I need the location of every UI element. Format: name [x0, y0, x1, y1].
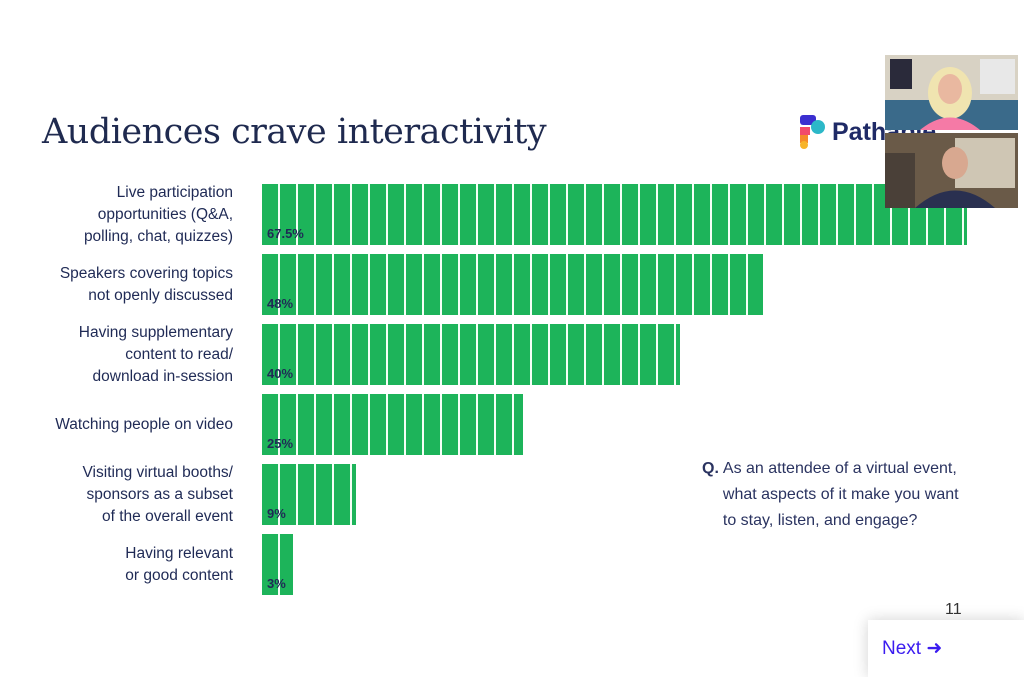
- category-label-line: Having supplementary: [78, 323, 233, 341]
- category-label-line: download in-session: [92, 367, 233, 385]
- bar-value-label: 67.5%: [267, 226, 304, 241]
- category-label: Watching people on video: [3, 394, 233, 455]
- bar-value-label: 40%: [267, 366, 294, 381]
- arrow-right-icon: ➜: [926, 638, 943, 659]
- question-prefix: Q.: [702, 460, 719, 477]
- bar: 9%: [262, 464, 356, 525]
- category-label-line: opportunities (Q&A,: [97, 205, 233, 223]
- participant-video-icon: [885, 55, 1018, 130]
- category-label: Live participation opportunities (Q&A, pol…: [3, 184, 233, 245]
- logo-mark-icon: [800, 115, 825, 149]
- category-label-line: Speakers covering topics: [59, 264, 233, 282]
- category-label-line: not openly discussed: [88, 286, 233, 304]
- bar: 67.5%: [262, 184, 967, 245]
- next-button[interactable]: Next ➜: [882, 637, 942, 660]
- category-label-line: content to read/: [125, 345, 233, 363]
- page-number: 11: [945, 601, 962, 618]
- category-label-line: Visiting virtual booths/: [82, 463, 234, 481]
- next-panel: Next ➜: [868, 620, 1024, 677]
- category-label-line: Having relevant: [125, 544, 233, 562]
- video-tile-participant-1[interactable]: [885, 55, 1018, 130]
- bar: 48%: [262, 254, 764, 315]
- bar-value-label: 3%: [267, 576, 286, 591]
- question-line: what aspects of it make you want: [722, 486, 959, 503]
- category-label-line: Live participation: [116, 183, 233, 201]
- category-label-line: Watching people on video: [55, 415, 233, 433]
- next-label: Next: [882, 638, 922, 659]
- category-label-line: of the overall event: [102, 507, 233, 525]
- bar: 3%: [262, 534, 294, 595]
- bar-value-label: 25%: [267, 436, 294, 451]
- category-label: Visiting virtual booths/sponsors as a su…: [3, 463, 234, 525]
- participant-video-icon: [885, 133, 1018, 208]
- category-label: Speakers covering topics not openly discu…: [3, 254, 233, 315]
- category-label-line: sponsors as a subset: [86, 485, 233, 503]
- category-label: Having relevant or good content: [3, 534, 233, 595]
- category-label-line: polling, chat, quizzes): [83, 227, 233, 245]
- bar: 40%: [262, 324, 680, 385]
- bar-value-label: 9%: [267, 506, 286, 521]
- question-line: As an attendee of a virtual event,: [722, 460, 957, 477]
- bar-value-label: 48%: [267, 296, 294, 311]
- question-line: to stay, listen, and engage?: [722, 512, 918, 529]
- category-label: Having supplementary content to read/down…: [3, 324, 233, 385]
- category-label-line: or good content: [125, 566, 233, 584]
- video-tile-participant-2[interactable]: [885, 133, 1018, 208]
- slide-title: Audiences crave interactivity: [42, 112, 547, 152]
- bar: 25%: [262, 394, 524, 455]
- survey-question: Q. As an attendee of a virtual event, wh…: [702, 456, 959, 534]
